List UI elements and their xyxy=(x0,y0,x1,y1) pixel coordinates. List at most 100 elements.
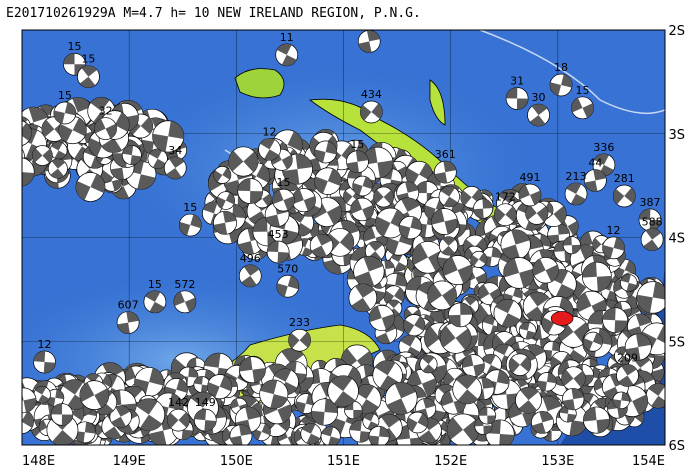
focal-mechanism xyxy=(515,386,542,414)
ball-outline xyxy=(22,148,25,166)
focal-mechanism xyxy=(0,393,24,412)
focal-mechanism xyxy=(143,290,167,314)
map-area: 1515153211514343130181533644281387588124… xyxy=(0,30,665,445)
focal-mechanism xyxy=(368,425,390,445)
ball-compression xyxy=(75,181,91,201)
focal-mechanism xyxy=(348,283,378,313)
focal-mechanism xyxy=(442,255,473,286)
focal-mechanism xyxy=(373,186,395,208)
lon-tick-label: 152E xyxy=(434,454,467,469)
focal-mechanism xyxy=(616,364,639,387)
focal-mechanism xyxy=(384,382,418,415)
ball-compression xyxy=(202,201,218,214)
focal-mechanism xyxy=(427,280,457,311)
focal-mechanism xyxy=(193,408,217,432)
ball-compression xyxy=(112,186,129,199)
focal-mechanism xyxy=(178,213,202,237)
depth-label: 34 xyxy=(168,144,182,157)
ball-compression xyxy=(110,167,124,180)
lon-tick-label: 153E xyxy=(541,454,574,469)
map-title: E201710261929A M=4.7 h= 10 NEW IRELAND R… xyxy=(6,6,421,21)
focal-mechanism xyxy=(419,355,438,374)
focal-mechanism xyxy=(116,311,140,334)
focal-mechanism xyxy=(357,30,381,53)
focal-mechanism xyxy=(314,167,342,195)
lon-tick-label: 154E xyxy=(632,454,665,469)
depth-label: 31 xyxy=(510,74,524,87)
depth-label: 11 xyxy=(280,31,294,44)
ball-compression xyxy=(152,158,167,169)
focal-mechanism xyxy=(505,87,529,110)
focal-mechanism xyxy=(228,146,259,177)
focal-mechanism xyxy=(320,426,341,445)
focal-mechanism xyxy=(406,411,429,434)
ball-compression xyxy=(51,141,63,151)
focal-mechanism xyxy=(275,43,299,67)
focal-mechanism xyxy=(276,274,300,298)
ball-compression xyxy=(28,107,48,123)
focal-mechanism xyxy=(229,424,253,445)
focal-mechanism xyxy=(22,157,35,187)
focal-mechanism xyxy=(47,158,68,179)
ball-compression xyxy=(51,159,66,169)
focal-mechanism xyxy=(327,375,359,407)
focal-mechanism xyxy=(94,117,117,140)
focal-mechanism xyxy=(562,387,585,411)
focal-mechanism xyxy=(620,274,638,292)
lon-tick-label: 148E xyxy=(22,454,55,469)
focal-mechanism xyxy=(346,150,369,174)
focal-mechanism xyxy=(238,264,262,288)
focal-mechanism xyxy=(77,65,100,89)
focal-mechanism xyxy=(32,145,53,166)
ball-compression xyxy=(149,149,163,159)
ball-compression xyxy=(287,131,303,152)
focal-mechanism xyxy=(531,411,554,434)
depth-label: 15 xyxy=(58,89,72,102)
depth-label: 15 xyxy=(276,176,290,189)
focal-mechanism xyxy=(167,408,190,432)
focal-mechanism xyxy=(147,148,168,169)
ball-compression xyxy=(0,393,15,405)
ball-compression xyxy=(419,162,433,182)
depth-label: 336 xyxy=(593,141,614,154)
depth-label: 361 xyxy=(435,148,456,161)
depth-label: 15 xyxy=(68,40,82,53)
focal-mechanism xyxy=(532,257,559,284)
ball-compression xyxy=(339,180,350,191)
ball-compression xyxy=(122,145,134,156)
depth-label: 453 xyxy=(268,228,289,241)
ball-compression xyxy=(151,117,166,129)
ball-compression xyxy=(58,123,73,143)
focal-mechanism xyxy=(448,302,473,328)
ball-compression xyxy=(5,125,18,143)
focal-mechanism xyxy=(612,184,636,208)
focal-mechanism xyxy=(537,372,557,392)
focal-mechanism xyxy=(398,215,423,240)
focal-mechanism xyxy=(216,191,236,210)
depth-label: 491 xyxy=(519,171,540,184)
focal-mechanism xyxy=(518,321,537,340)
focal-mechanism xyxy=(350,197,374,222)
ball-compression xyxy=(114,112,130,132)
ball-compression xyxy=(405,167,420,186)
focal-mechanism xyxy=(309,233,334,258)
focal-mechanism xyxy=(500,229,531,260)
focal-mechanism xyxy=(493,298,523,328)
ball-compression xyxy=(362,204,374,220)
focal-mechanism xyxy=(645,383,665,409)
focal-mechanism xyxy=(493,203,517,227)
focal-mechanism xyxy=(503,257,535,289)
ball-compression xyxy=(350,198,363,214)
ball-compression xyxy=(9,415,21,432)
ball-compression xyxy=(42,148,53,163)
depth-label: 281 xyxy=(614,172,635,185)
depth-label: 434 xyxy=(361,88,382,101)
focal-mechanism xyxy=(636,281,665,314)
ball-compression xyxy=(22,122,32,141)
depth-label: 213 xyxy=(566,170,587,183)
focal-mechanism xyxy=(433,160,457,184)
depth-label: 12 xyxy=(263,125,277,138)
lat-tick-label: 5S xyxy=(668,335,685,350)
focal-mechanism xyxy=(163,156,187,180)
depth-label: 142 xyxy=(168,396,189,409)
